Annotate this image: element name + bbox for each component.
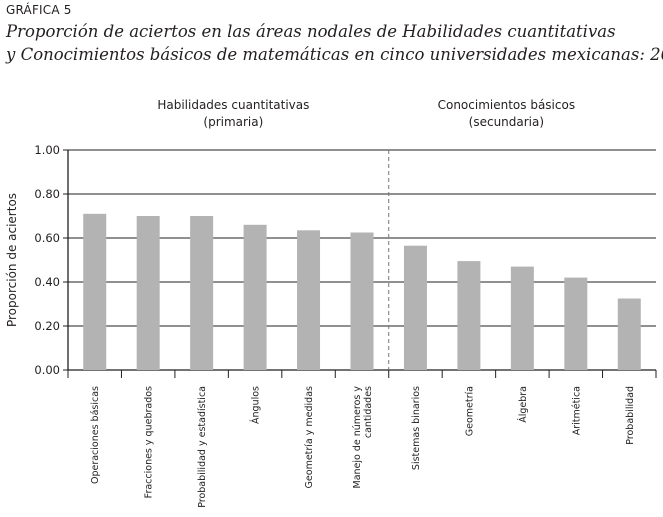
bar — [297, 230, 321, 370]
bar — [136, 216, 160, 370]
bar — [564, 277, 588, 370]
y-axis-label: Proporción de aciertos — [5, 193, 19, 327]
y-tick-label: 0.20 — [34, 319, 60, 333]
group-subtitle: (secundaria) — [469, 115, 544, 129]
bar — [403, 245, 427, 370]
chart-title: Proporción de aciertos en las áreas noda… — [6, 20, 663, 66]
y-tick-label: 0.00 — [34, 363, 60, 377]
x-tick-label: Ángulos — [250, 386, 262, 424]
y-tick-label: 0.80 — [34, 187, 60, 201]
x-tick-label: Probabilidad y estadística — [197, 386, 208, 508]
group-title: Conocimientos básicos — [438, 98, 575, 112]
y-tick-label: 0.40 — [34, 275, 60, 289]
x-tick-label: Geometría y medidas — [304, 386, 315, 488]
y-tick-label: 1.00 — [34, 143, 60, 157]
x-tick-label: Sistemas binarios — [411, 386, 422, 470]
bar — [83, 213, 107, 370]
x-tick-label: Geometría — [464, 386, 475, 436]
bar — [457, 261, 481, 370]
bar — [350, 232, 374, 370]
x-tick-label: Fracciones y quebrados — [144, 386, 155, 498]
x-tick-label: Operaciones básicas — [90, 386, 101, 484]
x-tick-label: Probabilidad — [625, 386, 636, 445]
bar — [617, 298, 641, 370]
bar — [190, 216, 214, 370]
x-tick-label: Álgebra — [517, 386, 529, 423]
x-tick-label: Manejo de números ycantidades — [352, 386, 374, 489]
group-title: Habilidades cuantitativas — [157, 98, 309, 112]
figure-label: GRÁFICA 5 — [6, 3, 72, 17]
group-subtitle: (primaria) — [203, 115, 263, 129]
chart-title-line-1: Proporción de aciertos en las áreas noda… — [6, 22, 616, 41]
chart-title-line-2: y Conocimientos básicos de matemáticas e… — [6, 45, 663, 64]
y-tick-label: 0.60 — [34, 231, 60, 245]
bar — [510, 266, 534, 370]
x-tick-label: Aritmética — [571, 386, 582, 435]
bar — [243, 224, 267, 370]
